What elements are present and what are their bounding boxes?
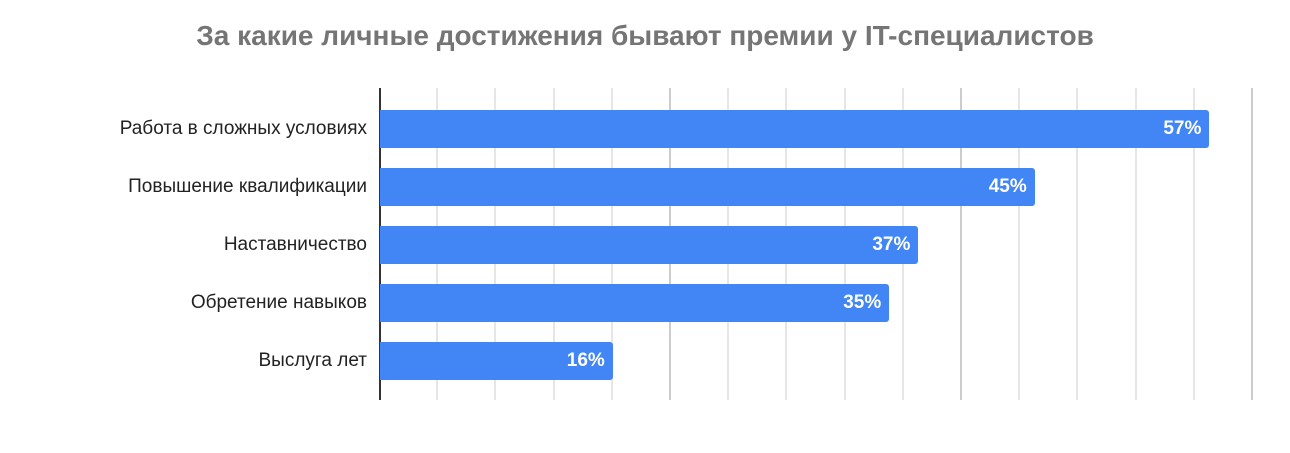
category-label: Выслуга лет (258, 350, 368, 371)
bar-value-label: 35% (843, 292, 882, 313)
gridline (1076, 88, 1079, 400)
bar: 35% (380, 284, 890, 322)
bar: 16% (380, 342, 613, 380)
gridline (1251, 88, 1253, 400)
bar: 57% (380, 110, 1210, 148)
gridline (960, 88, 962, 400)
plot-area: 57% 45% 37% 35% 16% (379, 88, 1253, 400)
bar-value-label: 45% (988, 176, 1027, 197)
bar: 37% (380, 226, 919, 264)
gridline (1192, 88, 1195, 400)
gridline (1134, 88, 1137, 400)
chart-title: За какие личные достижения бывают премии… (196, 20, 1094, 51)
bar-value-label: 57% (1163, 118, 1202, 139)
bar: 45% (380, 168, 1035, 206)
bar-value-label: 16% (566, 350, 605, 371)
category-label: Обретение навыков (190, 292, 367, 313)
category-label: Наставничество (223, 234, 367, 255)
category-label: Работа в сложных условиях (119, 118, 367, 139)
gridline (1018, 88, 1021, 400)
bar-value-label: 37% (872, 234, 911, 255)
category-label: Повышение квалификации (128, 176, 367, 197)
